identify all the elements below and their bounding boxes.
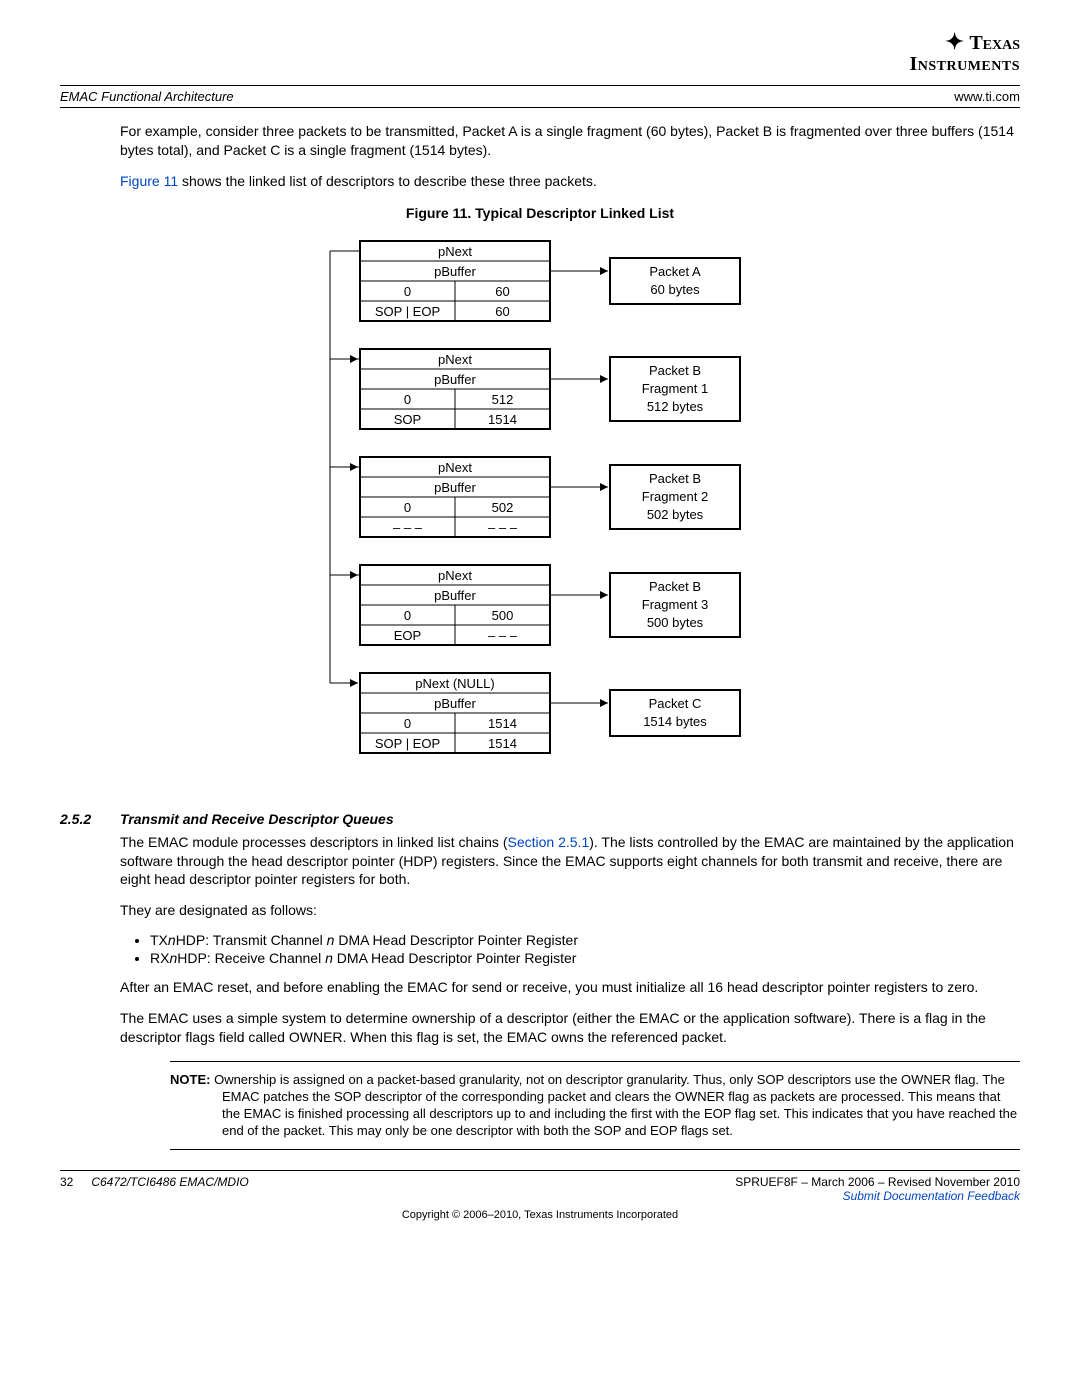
page-header: EMAC Functional Architecture www.ti.com xyxy=(60,85,1020,108)
page-number: 32 xyxy=(60,1175,88,1189)
svg-text:1514: 1514 xyxy=(488,716,517,731)
svg-text:– – –: – – – xyxy=(488,520,518,535)
svg-text:– – –: – – – xyxy=(393,520,423,535)
svg-text:SOP | EOP: SOP | EOP xyxy=(375,736,440,751)
svg-text:pBuffer: pBuffer xyxy=(434,480,476,495)
svg-text:Packet C: Packet C xyxy=(649,696,702,711)
svg-text:0: 0 xyxy=(404,716,411,731)
note-block: NOTE: Ownership is assigned on a packet-… xyxy=(170,1061,1020,1151)
intro-paragraph-1: For example, consider three packets to b… xyxy=(120,122,1020,160)
page-footer: 32 C6472/TCI6486 EMAC/MDIO SPRUEF8F – Ma… xyxy=(60,1170,1020,1203)
svg-text:pNext: pNext xyxy=(438,244,472,259)
svg-text:pNext (NULL): pNext (NULL) xyxy=(415,676,494,691)
note-text: Ownership is assigned on a packet-based … xyxy=(214,1072,1017,1138)
svg-text:pBuffer: pBuffer xyxy=(434,696,476,711)
footer-doc-title: C6472/TCI6486 EMAC/MDIO xyxy=(91,1175,248,1189)
svg-text:Fragment 2: Fragment 2 xyxy=(642,489,708,504)
svg-text:1514: 1514 xyxy=(488,412,517,427)
svg-text:Packet B: Packet B xyxy=(649,363,701,378)
svg-text:0: 0 xyxy=(404,608,411,623)
header-left: EMAC Functional Architecture xyxy=(60,89,234,104)
section-link[interactable]: Section 2.5.1 xyxy=(508,834,590,850)
svg-text:SOP: SOP xyxy=(394,412,421,427)
svg-text:Fragment 3: Fragment 3 xyxy=(642,597,708,612)
p3-pre: The EMAC module processes descriptors in… xyxy=(120,834,508,850)
figure-caption: Figure 11. Typical Descriptor Linked Lis… xyxy=(60,205,1020,221)
svg-text:60: 60 xyxy=(495,284,509,299)
svg-text:SOP | EOP: SOP | EOP xyxy=(375,304,440,319)
svg-text:Packet A: Packet A xyxy=(649,264,701,279)
header-right: www.ti.com xyxy=(954,89,1020,104)
svg-text:pNext: pNext xyxy=(438,352,472,367)
svg-text:pBuffer: pBuffer xyxy=(434,372,476,387)
descriptor-diagram: pNext pBuffer 0 60 SOP | EOP 60 Packet A 60 byt… xyxy=(60,231,1020,791)
feedback-link[interactable]: Submit Documentation Feedback xyxy=(843,1189,1020,1203)
svg-text:0: 0 xyxy=(404,392,411,407)
svg-text:pNext: pNext xyxy=(438,568,472,583)
svg-text:pBuffer: pBuffer xyxy=(434,264,476,279)
copyright-text: Copyright © 2006–2010, Texas Instruments… xyxy=(60,1209,1020,1221)
intro-paragraph-2: Figure 11 shows the linked list of descr… xyxy=(120,172,1020,191)
section-paragraph-4: The EMAC uses a simple system to determi… xyxy=(120,1009,1020,1047)
intro-paragraph-2-tail: shows the linked list of descriptors to … xyxy=(178,173,597,189)
svg-text:1514 bytes: 1514 bytes xyxy=(643,714,707,729)
svg-text:0: 0 xyxy=(404,284,411,299)
logo-line1: Texas xyxy=(969,32,1020,54)
svg-text:60 bytes: 60 bytes xyxy=(650,282,700,297)
svg-text:502: 502 xyxy=(492,500,514,515)
section-title: Transmit and Receive Descriptor Queues xyxy=(120,811,394,827)
svg-text:502 bytes: 502 bytes xyxy=(647,507,704,522)
svg-text:512: 512 xyxy=(492,392,514,407)
logo-block: ✦ Texas Instruments xyxy=(60,30,1020,75)
section-paragraph-3: After an EMAC reset, and before enabling… xyxy=(120,978,1020,997)
logo-line2: Instruments xyxy=(909,53,1020,75)
svg-text:500: 500 xyxy=(492,608,514,623)
footer-pub-info: SPRUEF8F – March 2006 – Revised November… xyxy=(735,1175,1020,1189)
register-bullet-list: TXnHDP: Transmit Channel n DMA Head Desc… xyxy=(150,932,1020,966)
logo-symbol: ✦ xyxy=(945,29,969,54)
section-number: 2.5.2 xyxy=(60,811,120,827)
svg-text:Packet B: Packet B xyxy=(649,579,701,594)
svg-text:0: 0 xyxy=(404,500,411,515)
list-item: TXnHDP: Transmit Channel n DMA Head Desc… xyxy=(150,932,1020,948)
figure-reference-link[interactable]: Figure 11 xyxy=(120,173,178,189)
footer-left: 32 C6472/TCI6486 EMAC/MDIO xyxy=(60,1175,249,1203)
svg-text:60: 60 xyxy=(495,304,509,319)
section-heading: 2.5.2 Transmit and Receive Descriptor Qu… xyxy=(60,811,1020,827)
svg-text:Fragment 1: Fragment 1 xyxy=(642,381,708,396)
section-paragraph-2: They are designated as follows: xyxy=(120,901,1020,920)
svg-text:512 bytes: 512 bytes xyxy=(647,399,704,414)
svg-text:EOP: EOP xyxy=(394,628,421,643)
svg-text:pNext: pNext xyxy=(438,460,472,475)
svg-text:– – –: – – – xyxy=(488,628,518,643)
footer-right: SPRUEF8F – March 2006 – Revised November… xyxy=(735,1175,1020,1203)
note-label: NOTE: xyxy=(170,1072,210,1087)
section-paragraph-1: The EMAC module processes descriptors in… xyxy=(120,833,1020,890)
svg-text:pBuffer: pBuffer xyxy=(434,588,476,603)
svg-text:Packet B: Packet B xyxy=(649,471,701,486)
svg-text:1514: 1514 xyxy=(488,736,517,751)
svg-text:500 bytes: 500 bytes xyxy=(647,615,704,630)
list-item: RXnHDP: Receive Channel n DMA Head Descr… xyxy=(150,950,1020,966)
descriptor-svg: pNext pBuffer 0 60 SOP | EOP 60 Packet A 60 byt… xyxy=(280,231,800,791)
